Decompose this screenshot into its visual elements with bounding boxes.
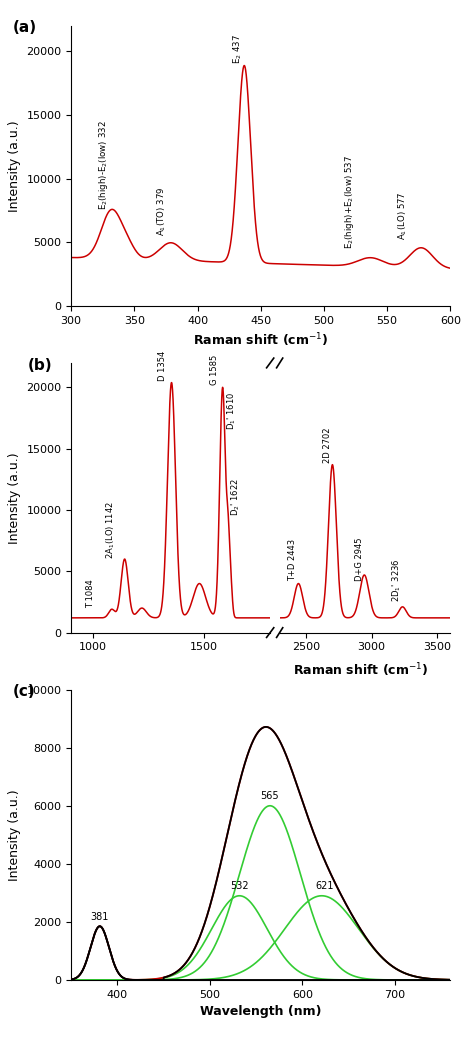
Text: G 1585: G 1585 [210, 355, 219, 385]
Text: 621: 621 [315, 881, 334, 892]
Text: D 1354: D 1354 [158, 352, 167, 382]
Text: D+G 2945: D+G 2945 [355, 537, 364, 581]
Text: (a): (a) [12, 21, 36, 35]
Y-axis label: Intensity (a.u.): Intensity (a.u.) [8, 120, 21, 212]
Text: A$_1$(TO) 379: A$_1$(TO) 379 [156, 187, 168, 236]
Text: 2D 2702: 2D 2702 [323, 428, 332, 464]
Text: E$_2$ 437: E$_2$ 437 [232, 34, 244, 64]
Text: T 1084: T 1084 [87, 580, 95, 608]
Text: 532: 532 [230, 881, 249, 892]
Text: 381: 381 [91, 912, 109, 922]
X-axis label: Wavelength (nm): Wavelength (nm) [200, 1005, 321, 1018]
Text: (b): (b) [27, 358, 52, 372]
Text: E$_2$(high)+E$_2$(low) 537: E$_2$(high)+E$_2$(low) 537 [343, 155, 356, 249]
Text: 2D$_1$' 3236: 2D$_1$' 3236 [391, 558, 403, 601]
Text: Raman shift (cm$^{-1}$): Raman shift (cm$^{-1}$) [292, 662, 428, 679]
Text: 565: 565 [261, 791, 279, 802]
X-axis label: Raman shift (cm$^{-1}$): Raman shift (cm$^{-1}$) [193, 331, 328, 348]
Text: (c): (c) [12, 683, 35, 699]
Text: D$_1$' 1610: D$_1$' 1610 [225, 392, 238, 430]
Text: A$_1$(LO) 577: A$_1$(LO) 577 [396, 192, 409, 240]
Text: D$_2$' 1622: D$_2$' 1622 [229, 478, 242, 516]
Text: 2A$_1$(LO) 1142: 2A$_1$(LO) 1142 [105, 501, 117, 559]
Text: E$_2$(high)-E$_2$(low) 332: E$_2$(high)-E$_2$(low) 332 [98, 120, 110, 211]
Text: T+D 2443: T+D 2443 [288, 539, 297, 581]
Y-axis label: Intensity (a.u.): Intensity (a.u.) [8, 789, 21, 880]
Y-axis label: Intensity (a.u.): Intensity (a.u.) [8, 452, 21, 543]
